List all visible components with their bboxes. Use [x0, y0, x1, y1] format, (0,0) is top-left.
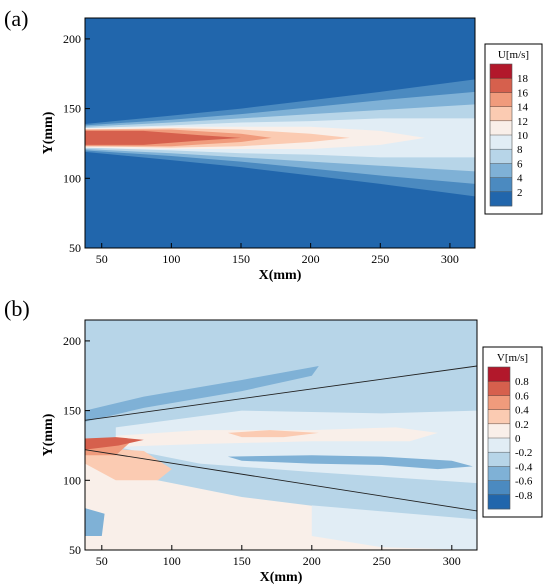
colorbar-tick-label: 8	[517, 144, 523, 156]
colorbar-tick-label: 16	[517, 87, 529, 99]
colorbar-swatch	[490, 135, 512, 150]
contour-level	[85, 130, 241, 145]
x-tick-label: 300	[441, 252, 459, 266]
colorbar-swatch	[488, 452, 510, 467]
contour-region	[85, 508, 105, 537]
colorbar-swatch	[488, 438, 510, 453]
colorbar-swatch	[490, 106, 512, 122]
x-tick-label: 200	[302, 252, 320, 266]
colorbar-tick-label: 0.2	[515, 419, 529, 431]
plot-frame-b	[84, 319, 478, 551]
colorbar-swatch	[488, 367, 510, 382]
colorbar-tick-label: 0.8	[515, 376, 529, 388]
contour-region	[227, 430, 319, 438]
colorbar-tick-label: -0.8	[515, 490, 533, 502]
contour-region	[227, 455, 473, 470]
x-tick-label: 200	[303, 554, 321, 568]
colorbar-swatch	[488, 466, 510, 481]
contour-region	[85, 437, 144, 450]
colorbar-tick-label: 0.4	[515, 405, 529, 417]
y-tick-label: 200	[63, 334, 81, 348]
colorbar-swatch	[488, 494, 510, 510]
contour-region	[85, 366, 319, 422]
colorbar-title: U[m/s]	[498, 49, 529, 61]
y-axis-label: Y(mm)	[41, 413, 56, 456]
colorbar-swatch	[490, 92, 512, 107]
jet-boundary-line	[85, 365, 477, 421]
y-tick-label: 50	[69, 241, 81, 255]
x-tick-label: 150	[233, 554, 251, 568]
colorbar-swatch	[488, 480, 510, 496]
contour-region	[311, 505, 477, 550]
plot-frame-a	[84, 17, 476, 249]
colorbar-title: V[m/s]	[497, 352, 528, 364]
colorbar-swatch	[490, 120, 512, 136]
colorbar-swatch	[490, 163, 512, 178]
colorbar-tick-label: 0	[515, 433, 521, 445]
colorbar-swatch	[488, 395, 510, 410]
colorbar-tick-label: 2	[517, 187, 523, 199]
colorbar-tick-label: -0.2	[515, 447, 532, 459]
contour-field-b	[85, 320, 477, 550]
panel-b-label: (b)	[4, 296, 30, 321]
x-tick-label: 250	[371, 252, 389, 266]
y-axis-label: Y(mm)	[41, 111, 56, 154]
x-tick-label: 50	[96, 554, 108, 568]
y-tick-label: 150	[63, 404, 81, 418]
colorbar-swatch	[488, 409, 510, 425]
x-tick-label: 100	[162, 252, 180, 266]
y-tick-label: 100	[63, 473, 81, 487]
x-tick-label: 250	[373, 554, 391, 568]
colorbar-swatch	[490, 177, 512, 193]
colorbar-tick-label: -0.4	[515, 461, 533, 473]
colorbar-tick-label: 12	[517, 116, 528, 128]
colorbar-swatch	[490, 64, 512, 79]
colorbar-swatch	[490, 78, 512, 93]
x-tick-label: 100	[163, 554, 181, 568]
panel-a-label: (a)	[4, 6, 29, 31]
x-tick-label: 300	[443, 554, 461, 568]
colorbar-swatch	[488, 381, 510, 396]
y-tick-label: 50	[69, 543, 81, 557]
colorbar-tick-label: 4	[517, 173, 523, 185]
x-axis-label: X(mm)	[259, 268, 302, 283]
contour-field-a	[85, 18, 475, 248]
colorbar-swatch	[488, 423, 510, 439]
colorbar-tick-label: 0.6	[515, 390, 529, 402]
colorbar-tick-label: 18	[517, 73, 529, 85]
colorbar-swatch	[490, 191, 512, 207]
colorbar-tick-label: -0.6	[515, 476, 533, 488]
colorbar-tick-label: 10	[517, 130, 529, 142]
jet-boundary-line	[85, 449, 477, 512]
y-tick-label: 150	[63, 102, 81, 116]
colorbar-swatch	[490, 149, 512, 164]
colorbar-tick-label: 6	[517, 158, 523, 170]
x-tick-label: 50	[96, 252, 108, 266]
y-tick-label: 200	[63, 32, 81, 46]
x-tick-label: 150	[232, 252, 250, 266]
colorbar-tick-label: 14	[517, 102, 529, 114]
x-axis-label: X(mm)	[260, 570, 303, 585]
y-tick-label: 100	[63, 171, 81, 185]
